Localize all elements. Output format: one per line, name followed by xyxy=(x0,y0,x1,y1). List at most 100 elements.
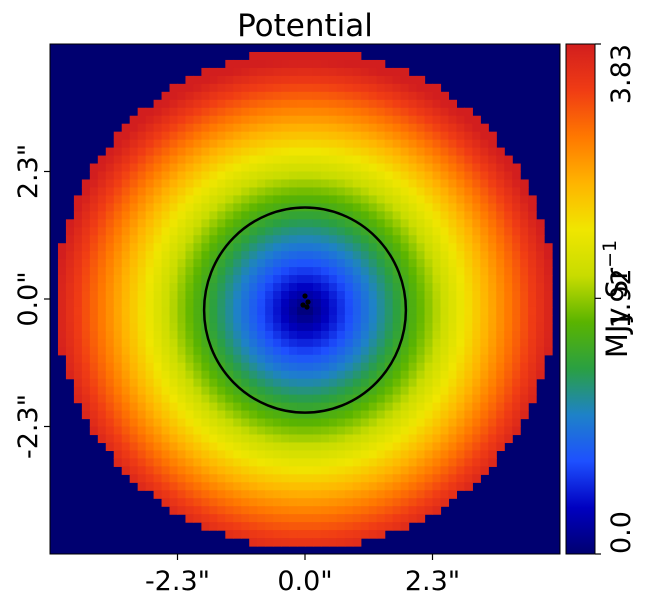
heatmap-pixel xyxy=(249,322,258,332)
heatmap-pixel xyxy=(432,386,442,396)
heatmap-pixel xyxy=(520,338,529,348)
heatmap-pixel xyxy=(257,75,266,85)
heatmap-pixel xyxy=(352,91,362,101)
heatmap-pixel xyxy=(201,522,210,531)
heatmap-pixel xyxy=(528,195,537,204)
heatmap-pixel xyxy=(336,522,346,531)
heatmap-pixel xyxy=(169,306,179,316)
heatmap-pixel xyxy=(273,442,282,452)
heatmap-pixel xyxy=(161,195,171,204)
heatmap-pixel xyxy=(496,187,505,197)
heatmap-pixel xyxy=(241,131,250,141)
heatmap-pixel xyxy=(320,75,330,85)
heatmap-pixel xyxy=(129,418,139,428)
heatmap-pixel xyxy=(105,195,115,204)
heatmap-pixel xyxy=(392,482,402,491)
heatmap-pixel xyxy=(448,163,458,173)
heatmap-pixel xyxy=(424,219,434,228)
heatmap-pixel xyxy=(217,147,226,157)
heatmap-pixel xyxy=(344,506,354,515)
heatmap-pixel xyxy=(512,195,521,204)
heatmap-pixel xyxy=(536,370,545,380)
heatmap-pixel xyxy=(520,386,529,396)
heatmap-pixel xyxy=(201,299,210,308)
heatmap-pixel xyxy=(185,75,195,85)
heatmap-pixel xyxy=(464,386,473,396)
heatmap-pixel xyxy=(97,211,107,220)
heatmap-pixel xyxy=(201,338,210,348)
heatmap-pixel xyxy=(512,394,521,404)
heatmap-pixel xyxy=(161,434,171,444)
heatmap-pixel xyxy=(289,91,298,101)
heatmap-pixel xyxy=(193,243,203,252)
heatmap-pixel xyxy=(281,259,290,268)
heatmap-pixel xyxy=(201,155,210,165)
heatmap-pixel xyxy=(137,338,147,348)
heatmap-pixel xyxy=(488,410,497,420)
heatmap-pixel xyxy=(305,171,314,181)
heatmap-pixel xyxy=(424,147,434,157)
heatmap-pixel xyxy=(289,211,298,220)
heatmap-pixel xyxy=(129,306,139,316)
heatmap-pixel xyxy=(297,466,306,475)
heatmap-pixel xyxy=(368,291,378,300)
heatmap-pixel xyxy=(464,235,473,244)
heatmap-pixel xyxy=(376,402,386,412)
heatmap-pixel xyxy=(81,410,91,420)
heatmap-pixel xyxy=(153,434,163,444)
heatmap-pixel xyxy=(528,243,537,252)
heatmap-pixel xyxy=(336,59,346,69)
heatmap-pixel xyxy=(320,259,330,268)
heatmap-pixel xyxy=(265,314,274,324)
heatmap-pixel xyxy=(480,322,489,332)
heatmap-pixel xyxy=(440,243,450,252)
heatmap-pixel xyxy=(289,139,298,149)
heatmap-pixel xyxy=(328,482,338,491)
heatmap-pixel xyxy=(352,283,362,292)
heatmap-pixel xyxy=(209,131,218,141)
heatmap-pixel xyxy=(528,211,537,220)
heatmap-pixel xyxy=(472,155,481,165)
heatmap-pixel xyxy=(488,291,497,300)
heatmap-pixel xyxy=(233,267,242,276)
heatmap-pixel xyxy=(464,402,473,412)
heatmap-pixel xyxy=(169,131,179,141)
heatmap-pixel xyxy=(456,482,465,491)
heatmap-pixel xyxy=(384,163,394,173)
heatmap-pixel xyxy=(520,187,529,197)
heatmap-pixel xyxy=(281,299,290,308)
heatmap-pixel xyxy=(225,386,234,396)
heatmap-pixel xyxy=(297,498,306,507)
heatmap-pixel xyxy=(416,418,426,428)
heatmap-pixel xyxy=(416,394,426,404)
heatmap-pixel xyxy=(249,386,258,396)
heatmap-pixel xyxy=(456,426,465,436)
heatmap-pixel xyxy=(528,354,537,364)
heatmap-pixel xyxy=(89,267,99,276)
heatmap-pixel xyxy=(257,91,266,101)
heatmap-pixel xyxy=(129,211,139,220)
heatmap-pixel xyxy=(185,458,195,467)
heatmap-pixel xyxy=(344,306,354,316)
heatmap-pixel xyxy=(536,314,545,324)
heatmap-pixel xyxy=(488,418,497,428)
heatmap-pixel xyxy=(233,59,242,69)
heatmap-pixel xyxy=(528,386,537,396)
heatmap-pixel xyxy=(344,386,354,396)
heatmap-pixel xyxy=(344,187,354,197)
heatmap-pixel xyxy=(225,243,234,252)
heatmap-pixel xyxy=(137,386,147,396)
heatmap-pixel xyxy=(153,410,163,420)
heatmap-pixel xyxy=(376,155,386,165)
heatmap-pixel xyxy=(305,538,314,547)
heatmap-pixel xyxy=(193,163,203,173)
heatmap-pixel xyxy=(488,299,497,308)
heatmap-pixel xyxy=(520,203,529,212)
heatmap-pixel xyxy=(89,187,99,197)
heatmap-pixel xyxy=(185,275,195,284)
heatmap-pixel xyxy=(97,251,107,260)
heatmap-pixel xyxy=(89,235,99,244)
heatmap-pixel xyxy=(305,386,314,396)
y-axis: 2.3"0.0"-2.3" xyxy=(13,144,50,459)
heatmap-pixel xyxy=(440,163,450,173)
